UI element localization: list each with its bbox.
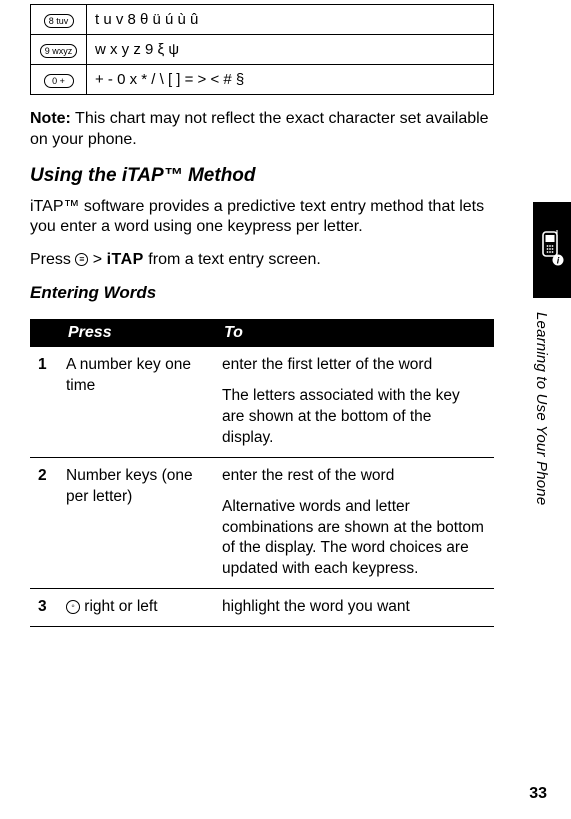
table-row: 2 Number keys (one per letter) enter the… xyxy=(30,457,494,589)
instruction-table: Press To 1 A number key one time enter t… xyxy=(30,319,494,627)
key-0-icon: 0 + xyxy=(44,74,74,88)
key-cell: 8 tuv xyxy=(31,5,87,35)
step-to-line1: enter the rest of the word xyxy=(222,467,394,484)
chars-cell: w x y z 9 ξ ψ xyxy=(87,35,494,65)
side-tab-black: i xyxy=(533,202,571,298)
character-table: 8 tuv t u v 8 θ ü ú ù û 9 wxyz w x y z 9… xyxy=(30,4,494,95)
table-header-press: Press xyxy=(58,319,214,347)
nav-key-icon xyxy=(66,600,80,614)
section-heading: Using the iTAP™ Method xyxy=(30,165,494,187)
press-line: Press ≡ > iTAP from a text entry screen. xyxy=(30,250,494,271)
table-header-blank xyxy=(30,319,58,347)
step-to: highlight the word you want xyxy=(214,589,494,627)
step-press: Number keys (one per letter) xyxy=(58,457,214,589)
step-number: 1 xyxy=(30,347,58,457)
step-to: enter the first letter of the word The l… xyxy=(214,347,494,457)
key-cell: 9 wxyz xyxy=(31,35,87,65)
press-mid: > xyxy=(88,251,106,268)
step-press: right or left xyxy=(58,589,214,627)
page-number: 33 xyxy=(529,785,547,803)
step-press-text: right or left xyxy=(80,598,158,615)
step-number: 3 xyxy=(30,589,58,627)
key-8-icon: 8 tuv xyxy=(44,14,74,28)
table-row: 1 A number key one time enter the first … xyxy=(30,347,494,457)
key-cell: 0 + xyxy=(31,65,87,95)
step-to-line2: The letters associated with the key are … xyxy=(222,386,486,449)
note-text: Note: This chart may not reflect the exa… xyxy=(30,109,494,151)
menu-icon: ≡ xyxy=(75,253,88,266)
intro-text: iTAP™ software provides a predictive tex… xyxy=(30,197,494,239)
char-row: 0 + + - 0 x * / \ [ ] = > < # § xyxy=(31,65,494,95)
side-tab: i Learning to Use Your Phone xyxy=(533,202,571,692)
char-row: 8 tuv t u v 8 θ ü ú ù û xyxy=(31,5,494,35)
step-to-line1: enter the first letter of the word xyxy=(222,356,432,373)
itap-label: iTAP xyxy=(107,251,144,268)
table-header-to: To xyxy=(214,319,494,347)
table-header-row: Press To xyxy=(30,319,494,347)
step-number: 2 xyxy=(30,457,58,589)
press-post: from a text entry screen. xyxy=(144,251,321,268)
step-to: enter the rest of the word Alternative w… xyxy=(214,457,494,589)
table-row: 3 right or left highlight the word you w… xyxy=(30,589,494,627)
subsection-heading: Entering Words xyxy=(30,283,494,303)
step-to-line1: highlight the word you want xyxy=(222,598,410,615)
chars-cell: + - 0 x * / \ [ ] = > < # § xyxy=(87,65,494,95)
step-press: A number key one time xyxy=(58,347,214,457)
step-to-line2: Alternative words and letter combination… xyxy=(222,497,486,581)
key-9-icon: 9 wxyz xyxy=(40,44,78,58)
note-label: Note: xyxy=(30,110,71,127)
chars-cell: t u v 8 θ ü ú ù û xyxy=(87,5,494,35)
side-label: Learning to Use Your Phone xyxy=(533,312,550,505)
phone-icon: i xyxy=(539,230,565,270)
note-body: This chart may not reflect the exact cha… xyxy=(30,110,489,148)
char-row: 9 wxyz w x y z 9 ξ ψ xyxy=(31,35,494,65)
press-pre: Press xyxy=(30,251,75,268)
